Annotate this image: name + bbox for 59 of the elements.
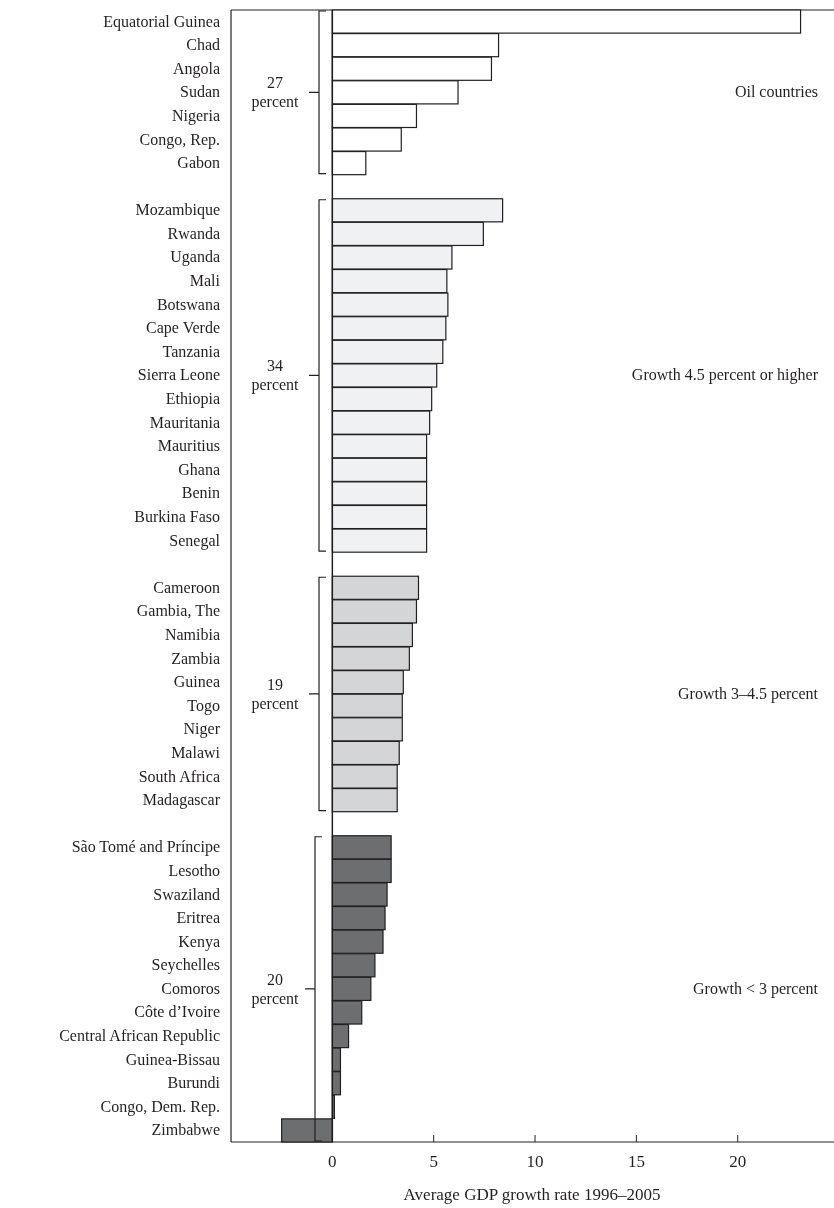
y-tick-label: Gambia, The [136, 602, 220, 620]
y-tick-label: Congo, Rep. [139, 130, 220, 149]
y-tick-label: Nigeria [172, 106, 220, 125]
y-tick-label: Guinea [173, 673, 220, 691]
y-tick-label: Cape Verde [146, 319, 220, 338]
y-tick-label: Sudan [180, 83, 220, 101]
y-tick-label: South Africa [138, 767, 220, 785]
y-tick-label: Mali [189, 272, 221, 290]
x-axis-title: Average GDP growth rate 1996–2005 [403, 1185, 661, 1204]
y-tick-label: Botswana [156, 295, 220, 313]
y-tick-label: Seychelles [151, 956, 220, 975]
y-tick-label: Niger [183, 720, 221, 739]
x-tick-label: 10 [526, 1152, 544, 1171]
y-tick-label: Burkina Faso [134, 508, 220, 526]
annotation: Growth 4.5 percent or higher [631, 366, 819, 385]
y-tick-label: Namibia [164, 625, 220, 643]
y-tick-label: Gabon [177, 154, 220, 172]
y-tick-label: Zimbabwe [151, 1121, 220, 1139]
y-tick-label: Kenya [178, 932, 220, 951]
y-tick-label: Benin [181, 484, 220, 502]
y-tick-label: Swaziland [153, 885, 220, 903]
y-tick-label: Senegal [169, 531, 221, 550]
annotation: Growth < 3 percent [693, 979, 819, 998]
y-tick-label: Mozambique [135, 201, 220, 220]
x-tick-label: 0 [328, 1152, 337, 1171]
y-tick-label: Comoros [161, 979, 220, 997]
y-tick-label: Togo [187, 696, 220, 715]
y-tick-label: Congo, Dem. Rep. [100, 1097, 220, 1116]
x-tick-label: 20 [729, 1152, 747, 1171]
y-tick-label: Malawi [171, 743, 221, 761]
annotation: 19 percent [251, 675, 300, 713]
y-tick-label: Mauritius [157, 437, 220, 455]
y-tick-label: Burundi [167, 1074, 221, 1092]
y-tick-label: Mauritania [149, 413, 220, 431]
y-tick-label: Ethiopia [165, 390, 220, 409]
x-tick-label: 15 [627, 1152, 645, 1171]
y-tick-label: Tanzania [162, 342, 220, 360]
y-tick-label: Eritrea [176, 909, 220, 927]
y-tick-label: Rwanda [167, 224, 220, 242]
y-tick-label: Equatorial Guinea [103, 12, 220, 31]
y-tick-label: Chad [186, 36, 220, 54]
y-tick-label: Zambia [171, 649, 220, 667]
y-tick-label: Ghana [178, 460, 220, 478]
y-tick-label: Côte d’Ivoire [134, 1003, 220, 1021]
y-tick-label: Central African Republic [59, 1027, 220, 1046]
annotation: 27 percent [251, 74, 300, 112]
y-tick-label: Angola [172, 59, 220, 78]
y-tick-label: Lesotho [168, 861, 220, 879]
annotation: 20 percent [251, 970, 300, 1008]
y-tick-label: São Tomé and Príncipe [71, 838, 220, 857]
y-tick-label: Guinea-Bissau [125, 1050, 220, 1068]
y-tick-label: Sierra Leone [137, 366, 220, 384]
y-tick-label: Cameroon [153, 578, 220, 596]
y-tick-label: Madagascar [142, 791, 221, 810]
annotation: Growth 3–4.5 percent [678, 684, 819, 703]
y-tick-label: Uganda [170, 248, 220, 267]
annotation: Oil countries [734, 83, 818, 101]
x-tick-label: 5 [429, 1152, 438, 1171]
annotation: 34 percent [251, 357, 300, 395]
